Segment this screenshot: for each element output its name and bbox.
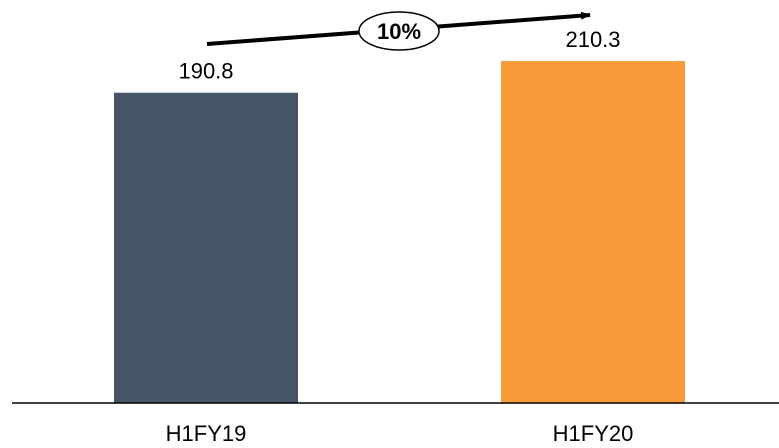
x-tick-label-h1fy20: H1FY20 [553, 421, 634, 446]
bar-h1fy20 [501, 61, 685, 404]
growth-annotation: 10% [206, 11, 591, 51]
value-labels-layer: 190.8 210.3 [178, 27, 620, 84]
growth-label: 10% [377, 19, 421, 44]
bars-layer [114, 61, 685, 404]
growth-bubble [358, 11, 440, 51]
bar-h1fy19 [114, 92, 298, 403]
x-tick-label-h1fy19: H1FY19 [166, 421, 247, 446]
value-label-h1fy20: 210.3 [565, 27, 620, 52]
value-label-h1fy19: 190.8 [178, 59, 233, 84]
x-tick-labels-layer: H1FY19 H1FY20 [166, 421, 634, 446]
